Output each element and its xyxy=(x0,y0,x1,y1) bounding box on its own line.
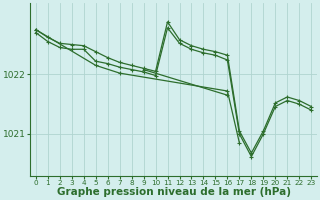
X-axis label: Graphe pression niveau de la mer (hPa): Graphe pression niveau de la mer (hPa) xyxy=(57,187,291,197)
